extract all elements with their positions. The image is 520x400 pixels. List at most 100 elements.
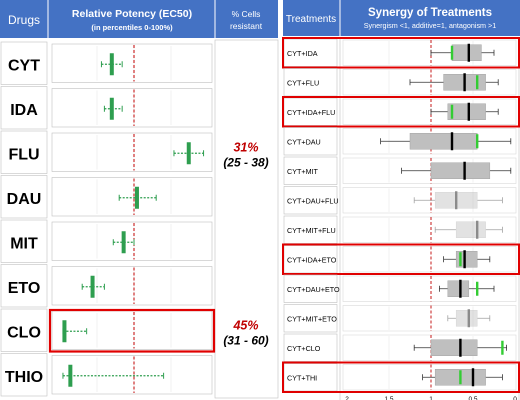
box-median	[463, 161, 466, 180]
potency-plot-cell	[51, 177, 213, 217]
box-plot	[430, 102, 499, 121]
resist-column-bg	[214, 39, 279, 399]
treatment-label: CYT+CLO	[287, 344, 321, 353]
box-plot	[409, 73, 499, 92]
median-marker	[62, 320, 67, 343]
potency-plot-cell	[51, 310, 213, 350]
treatment-label: CYT+DAU+FLU	[287, 196, 339, 205]
left-header-bg	[0, 0, 278, 38]
treatment-label: CYT+DAU+ETO	[287, 285, 340, 294]
green-marker	[459, 252, 462, 267]
treatment-label: CYT+MIT+ETO	[287, 314, 337, 323]
potency-plot-cell	[51, 355, 213, 395]
box-plot	[401, 161, 512, 180]
box-median	[476, 220, 479, 239]
box-iqr	[451, 44, 482, 61]
left-col3-header: % Cells	[232, 9, 261, 19]
treatment-label: CYT+MIT	[287, 167, 319, 176]
drug-label: MIT	[10, 235, 38, 252]
highlight-box	[282, 361, 520, 393]
box-median	[459, 338, 462, 357]
left-chart-subtitle: (in percentiles 0-100%)	[91, 23, 173, 32]
median-marker	[134, 186, 139, 209]
box-plot	[438, 279, 495, 298]
drug-label: CYT	[8, 57, 40, 74]
synergy-plot-cell	[342, 275, 517, 302]
synergy-plot-cell	[342, 157, 517, 184]
drug-label: IDA	[10, 102, 38, 119]
box-median	[459, 279, 462, 298]
box-median	[463, 250, 466, 269]
treatment-label-cell	[283, 186, 338, 215]
right-chart-subtitle: Synergism <1, additive=1, antagonism >1	[364, 21, 496, 30]
resist-percent: 45%	[232, 318, 258, 332]
green-marker	[450, 45, 454, 60]
treatment-label: CYT+IDA+FLU	[287, 108, 335, 117]
box-plot	[430, 43, 495, 62]
box-iqr	[447, 280, 470, 297]
box-plot	[413, 191, 503, 210]
box-median	[467, 43, 470, 62]
green-marker	[476, 75, 479, 90]
right-chart-title: Synergy of Treatments	[368, 7, 492, 19]
x-tick-label: 1.5	[384, 396, 393, 400]
x-tick-label: 2	[345, 396, 349, 400]
box-median	[471, 368, 475, 387]
box-plot	[380, 132, 512, 151]
treatment-label: CYT+IDA+ETO	[287, 255, 337, 264]
box-plot	[447, 309, 491, 328]
median-marker	[186, 142, 191, 165]
left-col3-header: resistant	[230, 21, 263, 31]
synergy-plot-cell	[342, 128, 517, 155]
drug-label: THIO	[5, 369, 43, 386]
green-marker	[476, 281, 479, 296]
green-marker	[459, 370, 462, 385]
drug-label: DAU	[7, 191, 42, 208]
drug-label-cell	[0, 264, 48, 308]
potency-plot-cell	[51, 266, 213, 306]
median-marker	[121, 231, 126, 254]
box-iqr	[430, 339, 478, 356]
drug-label: FLU	[8, 146, 39, 163]
box-plot	[443, 250, 491, 269]
right-header-bg	[283, 0, 520, 36]
box-iqr	[409, 133, 478, 150]
drug-label-cell	[0, 219, 48, 263]
synergy-plot-cell	[342, 187, 517, 214]
box-plot	[413, 338, 508, 357]
synergy-plot-cell	[342, 305, 517, 332]
highlight-box	[48, 308, 216, 353]
synergy-plot-cell	[342, 246, 517, 273]
drug-label-cell	[0, 86, 48, 130]
box-iqr	[455, 221, 486, 238]
median-marker	[90, 275, 95, 298]
highlight-box	[282, 37, 520, 69]
potency-plot-cell	[51, 132, 213, 172]
drug-label-cell	[0, 41, 48, 85]
left-col1-header: Drugs	[8, 13, 40, 27]
drug-label-cell	[0, 130, 48, 174]
resist-percent: 31%	[233, 140, 258, 154]
treatment-label-cell	[283, 215, 338, 244]
box-iqr	[430, 162, 491, 179]
box-median	[455, 191, 458, 210]
median-marker	[68, 364, 73, 387]
box-median	[467, 309, 470, 328]
box-iqr	[434, 192, 478, 209]
highlight-box	[282, 243, 520, 275]
treatment-label-cell	[283, 304, 338, 333]
drug-label-cell	[0, 175, 48, 219]
treatment-label: CYT+DAU	[287, 137, 321, 146]
synergy-plot-area	[339, 37, 520, 400]
potency-plot-cell	[51, 221, 213, 261]
synergy-plot-cell	[342, 98, 517, 125]
box-iqr	[447, 103, 486, 120]
box-iqr	[455, 310, 478, 327]
box-plot	[434, 220, 503, 239]
drug-label: CLO	[7, 324, 41, 341]
x-tick-label: 0	[513, 396, 517, 400]
median-marker	[109, 53, 114, 76]
treatment-label: CYT+THI	[287, 373, 317, 382]
synergy-plot-cell	[342, 39, 517, 66]
